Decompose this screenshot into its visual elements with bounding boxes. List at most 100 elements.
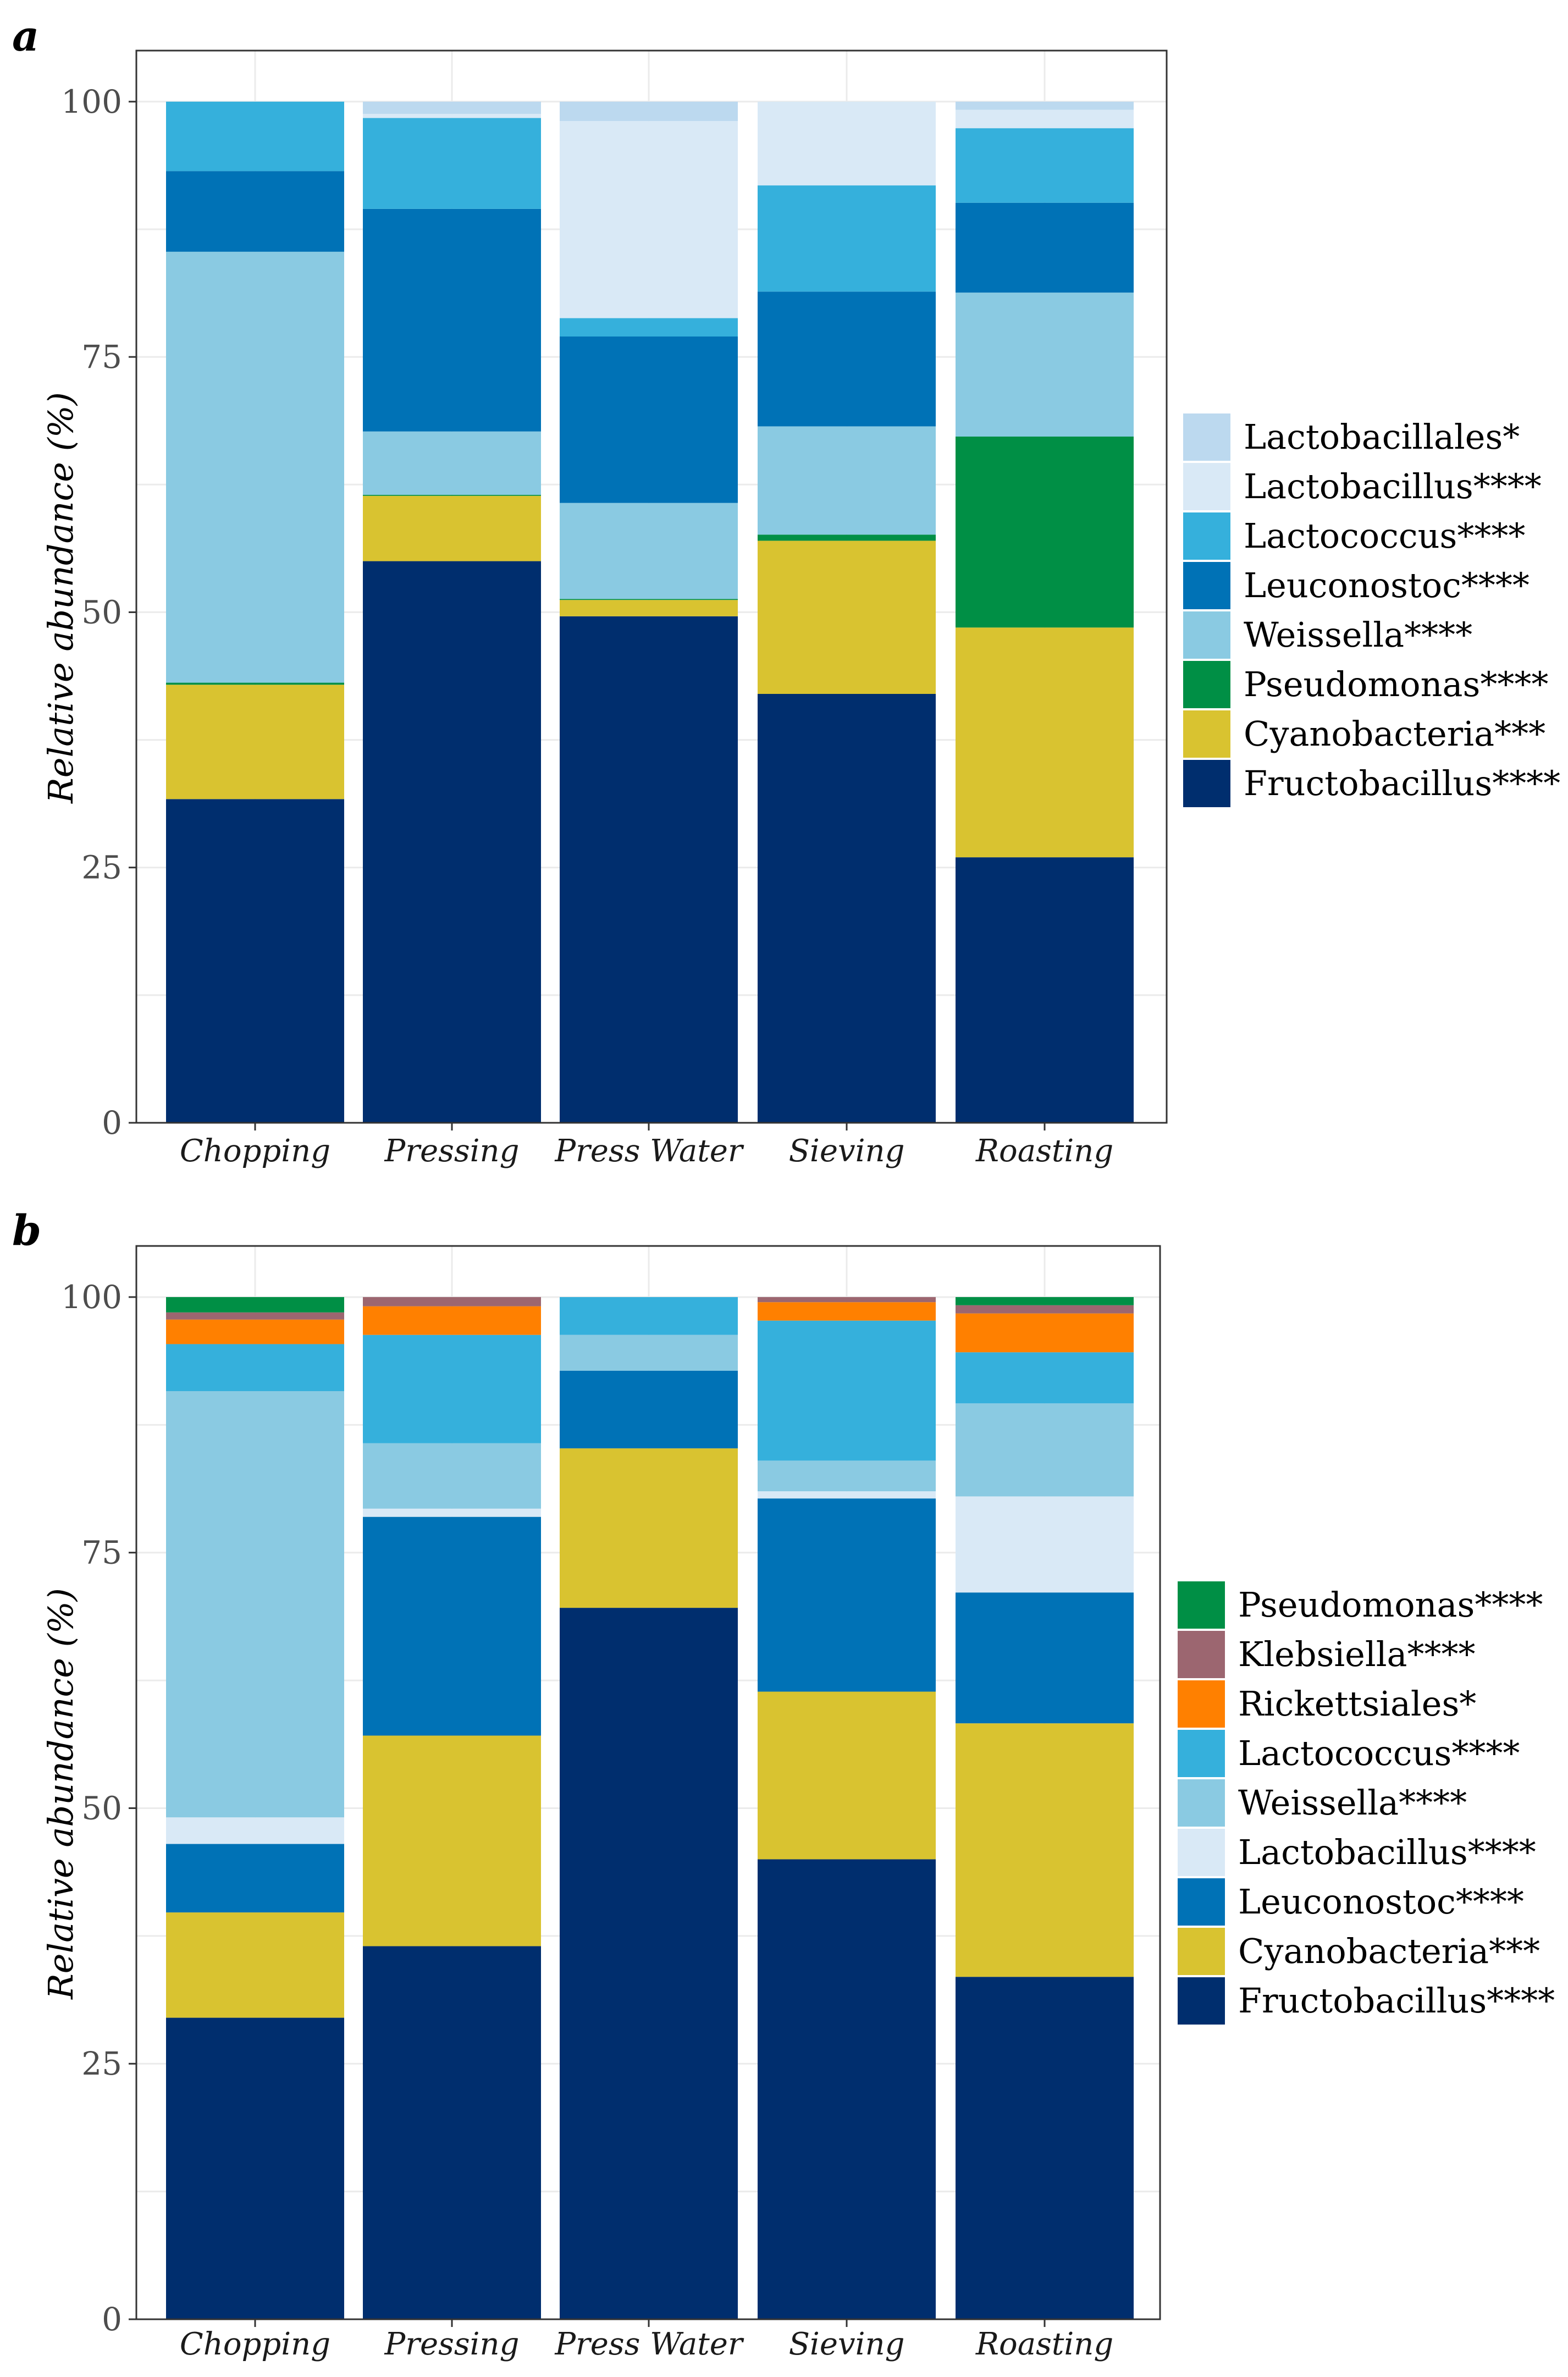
- panel-b-bar-sieving-cyanobacteria: [758, 1691, 936, 1860]
- panel-b-xtick-label-sieving: Sieving: [789, 2326, 905, 2362]
- panel-b-ytick-label-50: 50: [81, 1789, 122, 1827]
- panel-b-bar-roasting-pseudomonas: [956, 1297, 1134, 1305]
- panel-a-legend-swatch-cyanobacteria: [1183, 710, 1230, 758]
- panel-b-bar-pressing-lactobacillus: [363, 1508, 541, 1517]
- panel-b-legend-swatch-lactobacillus: [1178, 1829, 1225, 1876]
- panel-b-legend-swatch-cyanobacteria: [1178, 1928, 1225, 1975]
- panel-b-bar-roasting-rickettsiales: [956, 1313, 1134, 1353]
- panel-b-bar-press-water-weissella: [560, 1334, 738, 1371]
- panel-a-legend-label-leuconostoc: Leuconostoc****: [1244, 565, 1530, 605]
- panel-b-bar-sieving-lactobacillus: [758, 1491, 936, 1499]
- panel-b-bar-press-water-cyanobacteria: [560, 1448, 738, 1608]
- panel-a-bar-pressing-weissella: [363, 431, 541, 495]
- panel-a-bar-roasting-lactococcus: [956, 128, 1134, 203]
- panel-a-plot-frame: [135, 49, 1168, 1124]
- panel-a-bar-press-water-leuconostoc: [560, 337, 738, 503]
- panel-b-bar-roasting-fructobacillus: [956, 1977, 1134, 2319]
- panel-b-xtick-label-press-water: Press Water: [554, 2326, 744, 2362]
- panel-b-bar-chopping-lactococcus: [166, 1344, 344, 1391]
- panel-b-legend-label-lactobacillus: Lactobacillus****: [1238, 1832, 1536, 1872]
- panel-b-bar-roasting-cyanobacteria: [956, 1723, 1134, 1977]
- panel-b-letter: b: [12, 1206, 41, 1255]
- panel-a-legend-label-lactococcus: Lactococcus****: [1244, 516, 1525, 556]
- panel-a-bar-press-water-lactobacillales: [560, 101, 738, 122]
- panel-b-bar-chopping-klebsiella: [166, 1312, 344, 1320]
- panel-a-letter: a: [12, 12, 39, 60]
- panel-b-bars: [166, 1297, 1134, 2319]
- panel-b-legend-swatch-lactococcus: [1178, 1730, 1225, 1777]
- panel-b-bar-chopping-cyanobacteria: [166, 1912, 344, 2018]
- panel-b-legend-label-rickettsiales: Rickettsiales*: [1238, 1684, 1476, 1724]
- panel-a-bar-pressing-pseudomonas: [363, 494, 541, 496]
- panel-a-bar-roasting-lactobacillus: [956, 109, 1134, 129]
- panel-a-legend-swatch-lactobacillales: [1183, 413, 1230, 461]
- panel-b-bar-roasting-weissella: [956, 1403, 1134, 1497]
- panel-b-xtick-label-roasting: Roasting: [975, 2326, 1113, 2362]
- panel-b-bar-sieving-weissella: [758, 1460, 936, 1492]
- panel-b-bar-sieving-fructobacillus: [758, 1859, 936, 2319]
- panel-a-bar-pressing-cyanobacteria: [363, 495, 541, 561]
- panel-b-legend-swatch-pseudomonas: [1178, 1581, 1225, 1629]
- panel-a-ytick-label-75: 75: [81, 338, 122, 376]
- panel-a-legend-label-cyanobacteria: Cyanobacteria***: [1244, 714, 1545, 754]
- panel-a-bar-press-water-weissella: [560, 503, 738, 599]
- panel-b-bar-pressing-klebsiella: [363, 1297, 541, 1306]
- panel-b-bar-roasting-lactococcus: [956, 1352, 1134, 1404]
- panel-a-legend-label-lactobacillales: Lactobacillales*: [1244, 417, 1520, 457]
- panel-a-legend-label-lactobacillus: Lactobacillus****: [1244, 466, 1542, 506]
- panel-a-ytick-label-50: 50: [81, 593, 122, 631]
- panel-a-bar-chopping-weissella: [166, 251, 344, 683]
- panel-a-bar-chopping-pseudomonas: [166, 682, 344, 685]
- panel-a-legend-label-weissella: Weissella****: [1244, 615, 1472, 655]
- panel-b-bar-pressing-cyanobacteria: [363, 1735, 541, 1946]
- panel-a-xtick-label-roasting: Roasting: [975, 1133, 1113, 1169]
- panel-b-legend-label-pseudomonas: Pseudomonas****: [1238, 1585, 1543, 1625]
- panel-a-bar-sieving-lactococcus: [758, 185, 936, 292]
- panel-a-bar-chopping-fructobacillus: [166, 799, 344, 1123]
- panel-b-y-axis-title: Relative abundance (%): [41, 1588, 81, 2000]
- panel-b-xtick-label-chopping: Chopping: [180, 2326, 330, 2362]
- panel-b-legend-swatch-klebsiella: [1178, 1631, 1225, 1678]
- panel-b-bar-sieving-leuconostoc: [758, 1498, 936, 1692]
- panel-b-bar-pressing-rickettsiales: [363, 1306, 541, 1335]
- panel-a-legend-swatch-lactococcus: [1183, 512, 1230, 560]
- panel-a-bar-roasting-lactobacillales: [956, 101, 1134, 110]
- panel-a-bar-chopping-lactococcus: [166, 101, 344, 172]
- panel-b-ytick-label-25: 25: [81, 2045, 122, 2082]
- panel-a-bar-sieving-leuconostoc: [758, 291, 936, 427]
- panel-b-legend-label-cyanobacteria: Cyanobacteria***: [1238, 1931, 1540, 1971]
- panel-a-xtick-label-chopping: Chopping: [180, 1133, 330, 1169]
- panel-b-bar-chopping-lactobacillus: [166, 1817, 344, 1844]
- panel-a-bar-pressing-lactobacillus: [363, 114, 541, 118]
- panel-b-legend: Pseudomonas**** Klebsiella**** Rickettsial…: [1178, 1581, 1555, 2025]
- panel-a-bar-press-water-lactobacillus: [560, 121, 738, 318]
- panel-b-bar-chopping-rickettsiales: [166, 1319, 344, 1344]
- panel-b-xtick-label-pressing: Pressing: [384, 2326, 520, 2362]
- panel-b-bar-pressing-lactococcus: [363, 1334, 541, 1443]
- panel-a-legend-swatch-weissella: [1183, 611, 1230, 659]
- panel-a-bar-roasting-weissella: [956, 293, 1134, 437]
- panel-b-bar-chopping-leuconostoc: [166, 1844, 344, 1913]
- panel-a-chart: 0 25 50 75 100 Chopping Pressing Press Water Sie…: [41, 49, 1560, 1169]
- panel-b-bar-pressing-fructobacillus: [363, 1946, 541, 2319]
- panel-a-bar-press-water-cyanobacteria: [560, 600, 738, 616]
- panel-a-bar-press-water-pseudomonas: [560, 599, 738, 600]
- panel-a-bars: [166, 101, 1134, 1123]
- panel-a-bar-roasting-cyanobacteria: [956, 627, 1134, 858]
- panel-a-bar-roasting-fructobacillus: [956, 857, 1134, 1123]
- panel-a-y-axis-title: Relative abundance (%): [41, 392, 81, 804]
- panel-a-bar-pressing-lactobacillales: [363, 101, 541, 114]
- panel-b-ytick-label-0: 0: [102, 2301, 122, 2338]
- panel-b-bar-sieving-rickettsiales: [758, 1302, 936, 1321]
- panel-a-ytick-label-25: 25: [81, 849, 122, 886]
- panel-b-legend-swatch-rickettsiales: [1178, 1680, 1225, 1728]
- panel-a-bar-pressing-leuconostoc: [363, 208, 541, 432]
- panel-a-xtick-label-press-water: Press Water: [554, 1133, 744, 1169]
- panel-a-bar-sieving-fructobacillus: [758, 694, 936, 1123]
- panel-a-bar-pressing-lactococcus: [363, 118, 541, 209]
- panel-a-bar-sieving-cyanobacteria: [758, 541, 936, 694]
- panel-a-xtick-label-pressing: Pressing: [384, 1133, 520, 1169]
- panel-a-bar-roasting-leuconostoc: [956, 202, 1134, 293]
- panel-b-bar-press-water-lactococcus: [560, 1297, 738, 1335]
